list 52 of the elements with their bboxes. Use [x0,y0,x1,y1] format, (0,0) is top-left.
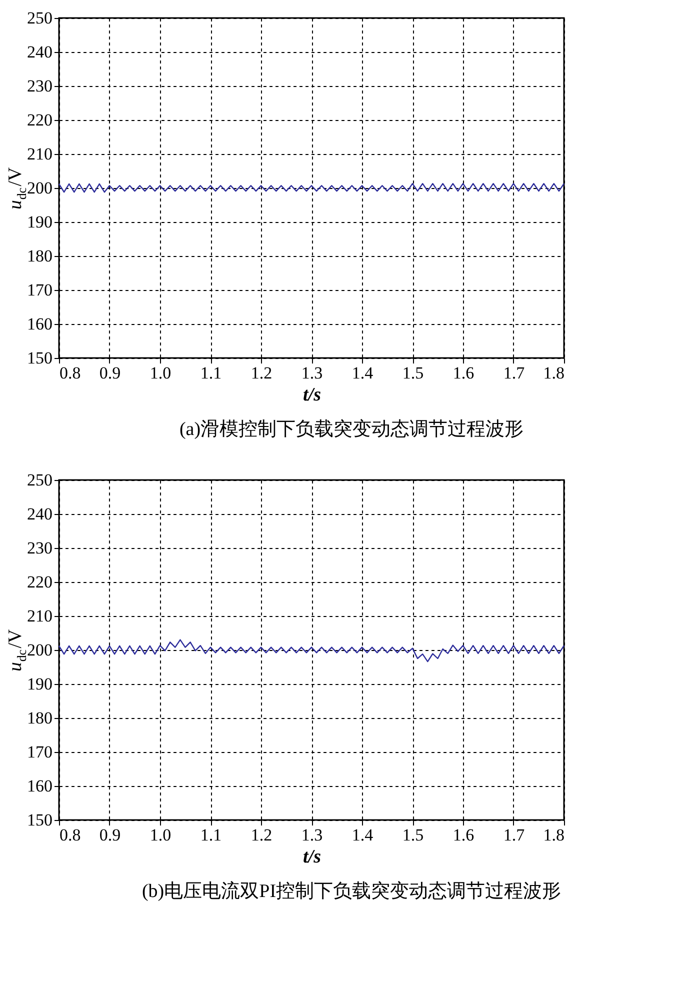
y-tick-label: 200 [27,640,52,660]
x-tick-label: 1.8 [543,826,564,844]
text: (b)电压电流双PI控制下负载突变动态调节过程波形 [142,880,562,902]
x-tick-label: 1.1 [200,364,222,382]
x-tick-label: 1.4 [352,364,374,382]
x-tick-label: 1.0 [150,826,172,844]
x-tick-label: 1.2 [250,826,272,844]
x-tick-label: 1.6 [452,364,474,382]
x-axis-title: t/s [303,384,321,406]
y-tick-label: 150 [27,348,52,368]
x-tick-label: 1.1 [200,826,222,844]
x-axis-title: t/s [303,846,321,868]
y-tick-label: 210 [27,606,52,626]
x-tick-label: 1.3 [301,364,323,382]
x-tick-label: 1.5 [402,826,424,844]
text: (a)滑模控制下负载突变动态调节过程波形 [179,418,524,440]
x-tick-label: 1.7 [503,364,526,382]
y-tick-label: 240 [27,504,52,524]
line-series [58,639,565,662]
y-tick-label: 190 [27,212,52,232]
x-tick-label: 1.5 [402,364,424,382]
y-tick-label: 170 [27,742,52,762]
x-tick-label: 1.8 [543,364,564,382]
x-tick-label: 1.3 [301,826,323,844]
y-tick-label: 180 [27,246,52,266]
y-tick-label: 200 [27,178,52,198]
line-series [58,182,565,193]
y-tick-label: 240 [27,42,52,62]
y-tick-label: 220 [27,110,52,130]
x-tick-label: 1.0 [150,364,172,382]
y-tick-label: 250 [27,8,52,28]
x-tick-label: 1.6 [452,826,474,844]
y-tick-label: 170 [27,280,52,300]
x-tick-label: 0.9 [99,364,121,382]
y-tick-label: 220 [27,572,52,592]
y-tick-label: 230 [27,538,52,558]
y-tick-label: 160 [27,314,52,334]
x-tick-label: 0.8 [60,364,81,382]
y-tick-label: 160 [27,776,52,796]
y-tick-label: 190 [27,674,52,694]
y-tick-label: 210 [27,144,52,164]
x-tick-label: 0.9 [99,826,121,844]
y-tick-label: 180 [27,708,52,728]
y-axis-title: udc/V [5,166,29,210]
y-tick-label: 250 [27,470,52,490]
y-axis-title: udc/V [5,628,29,672]
x-tick-label: 1.4 [352,826,374,844]
x-tick-label: 0.8 [60,826,81,844]
y-tick-label: 230 [27,76,52,96]
x-tick-label: 1.7 [503,826,526,844]
x-tick-label: 1.2 [250,364,272,382]
y-tick-label: 150 [27,810,52,830]
